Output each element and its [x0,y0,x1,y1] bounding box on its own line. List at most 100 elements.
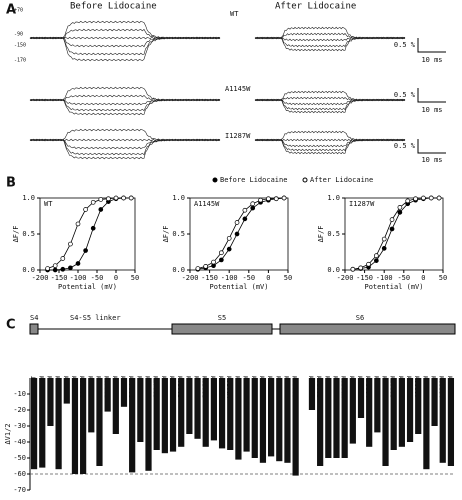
bar [333,378,340,458]
bar [341,378,348,458]
bar [71,378,79,474]
data-point [421,195,426,201]
legend-marker [302,177,308,183]
data-point [397,205,403,210]
scale-label: 0.5 % [394,142,416,150]
x-tick-label: -50 [242,274,255,282]
row-label: A1145W [225,85,251,93]
x-tick-label: -50 [397,274,410,282]
x-tick-label: -200 [182,274,199,282]
bar [227,378,234,450]
y-tick-label: -10 [13,390,26,398]
protocol-label: -90 [14,32,23,38]
bar [153,378,160,450]
data-point [242,207,248,213]
legend-marker [212,177,218,183]
y-tick-label: 0.5 [22,230,35,238]
data-point [60,266,66,272]
y-tick-label: 0.0 [172,266,185,274]
bar [55,378,62,470]
condition-label: After Lidocaine [275,2,356,12]
y-tick-label: 0.0 [327,266,340,274]
data-point [234,231,240,237]
bar [202,378,209,447]
protocol-label: +70 [14,8,23,14]
legend-label: Before Lidocaine [220,176,287,184]
row-label: WT [230,10,239,18]
data-point [281,195,287,201]
data-point [350,266,356,272]
chart-title: I1287W [349,200,375,208]
data-point [381,236,387,242]
bar [398,378,405,447]
data-point [75,261,81,266]
data-point [113,195,119,201]
condition-label: Before Lidocaine [70,2,157,12]
data-point [250,205,256,211]
series-line [197,197,285,270]
data-point [98,197,104,202]
data-point [374,258,379,263]
y-tick-label: 1.0 [172,194,185,202]
bar [112,378,119,434]
data-point [211,259,216,265]
y-tick-label: 1.0 [327,194,340,202]
y-axis-label: ΔF/F [162,226,170,243]
bar [178,378,185,447]
bar [259,378,267,463]
y-tick-label: -70 [13,486,26,494]
trace [29,138,221,160]
data-point [52,263,58,269]
trace [254,98,406,111]
y-tick-label: 0.5 [327,230,340,238]
bar [169,378,177,452]
trace [254,98,406,114]
bar [415,378,422,434]
data-point [83,207,88,212]
protocol-label: -150 [14,43,26,49]
data-point [413,196,418,202]
y-tick-label: -50 [13,454,26,462]
bar [210,378,217,441]
bar [349,378,356,444]
x-axis-label: Potential (mV) [58,283,117,291]
y-tick-label: -30 [13,422,26,430]
panel-letter: A [6,3,16,18]
data-point [98,207,104,212]
x-tick-label: -100 [376,274,393,282]
bar [30,378,38,470]
bar [317,378,324,466]
legend-label: After Lidocaine [310,176,373,184]
x-tick-label: 0 [114,274,118,282]
data-point [226,235,232,241]
data-point [195,266,201,271]
x-tick-label: 0 [421,274,425,282]
bar [325,378,332,458]
y-axis-label: ΔV1/2 [4,423,12,444]
x-axis-label: Potential (mV) [364,283,423,291]
bar [88,378,95,433]
bar [382,378,389,466]
x-tick-label: 0 [266,274,270,282]
data-point [258,197,263,203]
data-point [428,195,434,201]
trace [29,86,221,102]
data-point [90,199,96,205]
panel-letter: C [6,318,16,333]
row-label: I1287W [225,132,251,140]
trace [29,36,221,62]
x-tick-label: 50 [439,274,447,282]
trace [29,138,221,156]
data-point [90,225,96,231]
trace [254,36,406,52]
trace [29,20,221,40]
domain-label: S6 [356,314,364,322]
data-point [219,257,224,263]
data-point [381,246,387,251]
protocol-label: -170 [14,58,26,64]
bar [80,378,87,474]
series-line [352,197,440,270]
x-tick-label: -100 [70,274,87,282]
x-tick-label: -150 [51,274,68,282]
data-point [128,195,134,201]
